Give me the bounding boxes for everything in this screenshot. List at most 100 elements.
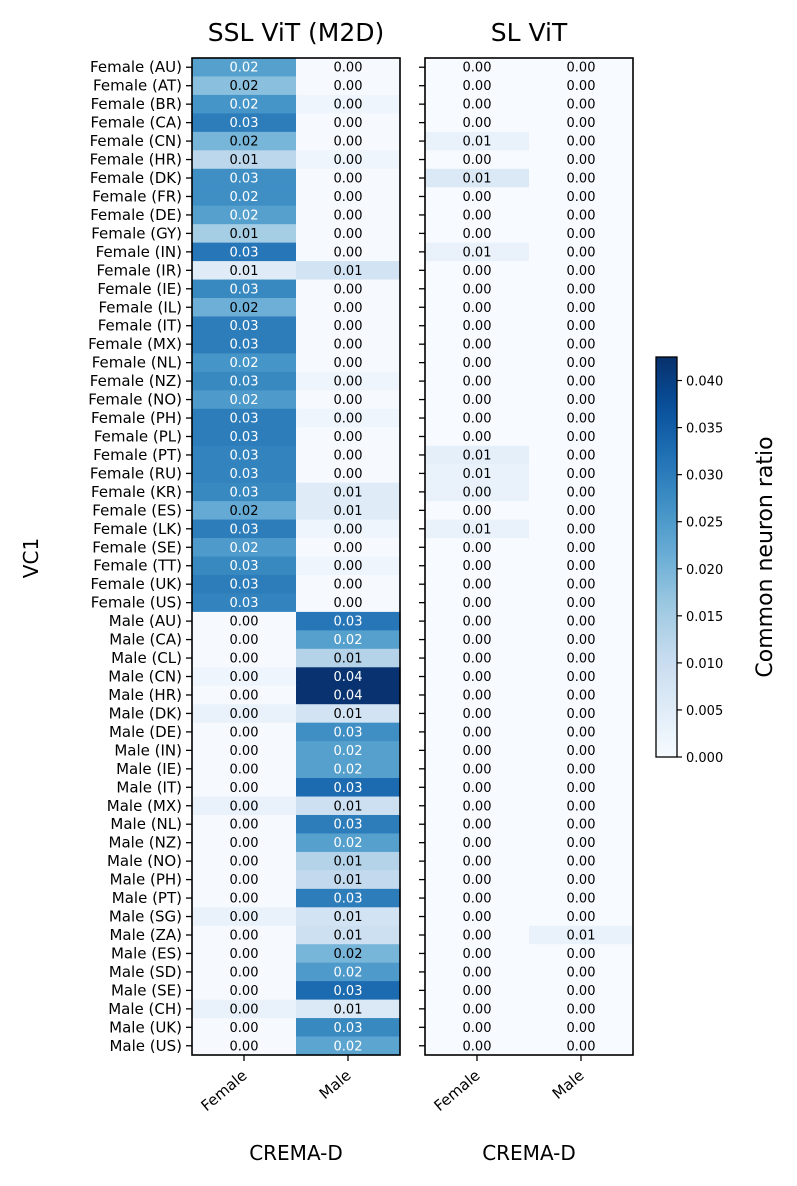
row-label: Male (SG) [109,908,182,926]
cell-value-label: 0.02 [230,61,259,76]
cell-value-label: 0.02 [230,98,259,113]
heatmap-cell [425,833,530,853]
cell-value-label: 0.00 [463,412,492,427]
cell-value-label: 0.04 [334,688,363,703]
cell-value-label: 0.00 [334,172,363,187]
row-label: Female (NO) [88,391,182,409]
row-label: Male (US) [109,1037,182,1055]
heatmap-cell [296,150,401,170]
cell-value-label: 0.00 [567,707,596,722]
heatmap-cell [192,556,297,576]
heatmap-cell [425,907,530,927]
cell-value-label: 0.00 [334,393,363,408]
cell-value-label: 0.00 [463,947,492,962]
heatmap-cell [425,630,530,650]
row-label: Female (MX) [88,335,182,353]
cell-value-label: 0.03 [230,448,259,463]
heatmap-cell [296,482,401,502]
heatmap-cell [296,611,401,631]
heatmap-cell [529,796,634,816]
cell-value-label: 0.00 [463,615,492,630]
heatmap-cell [425,168,530,188]
heatmap-cell [192,851,297,871]
cell-value-label: 0.00 [567,670,596,685]
cell-value-label: 0.00 [230,855,259,870]
heatmap-panels: 0.02 0.00 0.02 0.00 0.02 0.00 0.03 0.00 0.02 0.00… [88,18,634,1165]
heatmap-cell [529,1018,634,1038]
cell-value-label: 0.00 [334,467,363,482]
cell-value-label: 0.03 [230,578,259,593]
cell-value-label: 0.00 [567,688,596,703]
row-label: Male (DK) [109,704,182,722]
panel-frame [424,57,634,1056]
heatmap-cell [425,279,530,299]
cell-value-label: 0.02 [334,744,363,759]
row-label: Male (ES) [111,944,182,962]
heatmap-cell [192,261,297,281]
heatmap-cell [425,76,530,96]
heatmap-cell [192,833,297,853]
heatmap-cell [296,464,401,484]
heatmap-cell [296,851,401,871]
cell-value-label: 0.01 [334,264,363,279]
cell-value-label: 0.01 [230,153,259,168]
cell-value-label: 0.00 [463,98,492,113]
x-axis-label: CREMA-D [482,1141,576,1165]
heatmap-cell [425,944,530,964]
cell-value-label: 0.03 [230,172,259,187]
heatmap-cell [296,759,401,779]
cell-value-label: 0.00 [463,541,492,556]
row-label: Male (IN) [114,741,182,759]
heatmap-cell [192,279,297,299]
heatmap-cell [296,833,401,853]
row-label: Male (CA) [109,631,182,649]
heatmap-cell [192,778,297,798]
cell-value-label: 0.00 [230,984,259,999]
cell-value-label: 0.00 [463,910,492,925]
heatmap-cell [529,907,634,927]
row-label: Female (AT) [93,77,182,95]
cell-value-label: 0.00 [463,836,492,851]
heatmap-cell [192,870,297,890]
heatmap-cell [529,778,634,798]
cell-value-label: 0.00 [334,208,363,223]
cell-value-label: 0.00 [567,319,596,334]
row-label: Male (DE) [109,723,182,741]
heatmap-cell [425,925,530,945]
heatmap-cell [529,464,634,484]
cell-value-label: 0.00 [230,928,259,943]
heatmap-cell [192,814,297,835]
cell-value-label: 0.00 [463,855,492,870]
heatmap-cell [296,279,401,299]
cell-value-label: 0.00 [230,1039,259,1054]
cell-value-label: 0.03 [334,781,363,796]
heatmap-cell [425,611,530,631]
cell-value-label: 0.00 [463,504,492,519]
heatmap-cell [192,888,297,908]
heatmap-cell [296,538,401,558]
cell-value-label: 0.00 [567,892,596,907]
heatmap-cell [296,58,401,78]
cell-value-label: 0.00 [463,227,492,242]
heatmap-cell [192,907,297,927]
cell-value-label: 0.00 [567,873,596,888]
cell-value-label: 0.00 [567,725,596,740]
row-label: Female (TT) [93,557,182,575]
cell-value-label: 0.03 [334,1021,363,1036]
heatmap-cell [296,778,401,798]
heatmap-cell [529,925,634,945]
heatmap-cell [529,519,634,539]
heatmap-cell [192,371,297,391]
heatmap-cell [296,630,401,650]
cell-value-label: 0.00 [230,947,259,962]
cell-value-label: 0.03 [334,892,363,907]
heatmap-cell [192,611,297,631]
heatmap-cell [296,371,401,391]
row-label: Female (PT) [93,446,182,464]
heatmap-cell [192,741,297,761]
heatmap-cell [529,814,634,835]
cell-value-label: 0.00 [230,1021,259,1036]
cell-value-label: 0.00 [463,116,492,131]
cell-value-label: 0.00 [567,208,596,223]
